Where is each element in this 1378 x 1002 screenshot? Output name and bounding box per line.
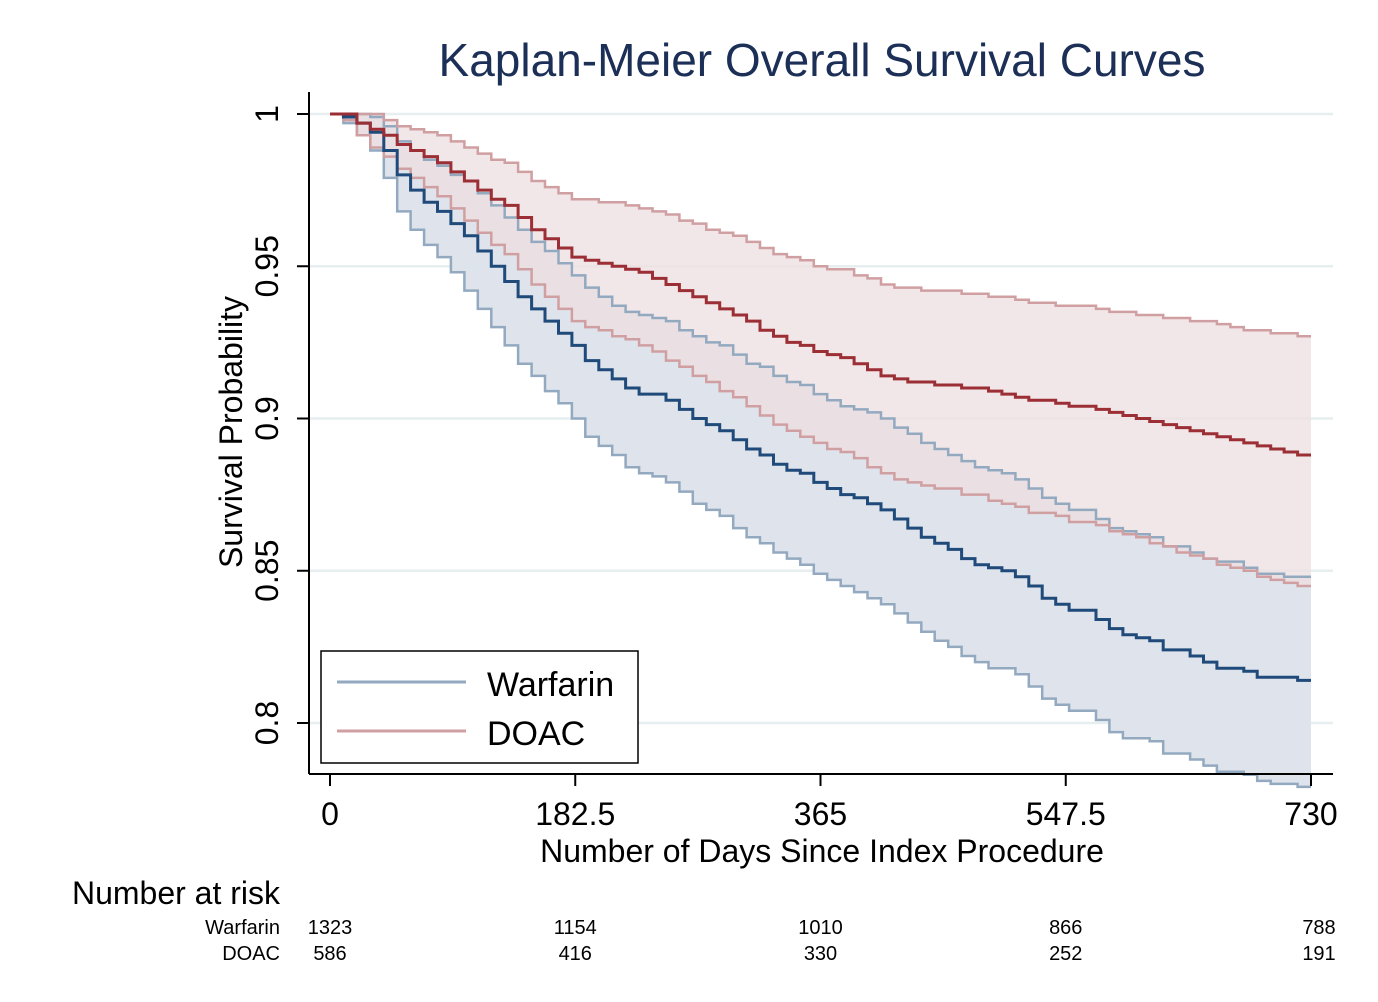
ci-lower-line-doac [330, 112, 1311, 588]
ci-lower-line-warfarin [330, 112, 1311, 789]
risk-value-doac-1: 416 [559, 943, 592, 965]
ci-upper-line-doac [330, 112, 1311, 338]
legend-label-warfarin: Warfarin [487, 666, 614, 704]
survival-line-doac [330, 112, 1311, 457]
y-tick-label-0: 0.8 [249, 701, 285, 745]
chart-title: Kaplan-Meier Overall Survival Curves [439, 34, 1206, 86]
risk-value-doac-3: 252 [1049, 943, 1082, 965]
y-tick-label-1: 0.85 [249, 540, 285, 602]
y-tick-label-4: 1 [249, 105, 285, 123]
risk-value-warfarin-4: 788 [1302, 917, 1335, 939]
x-tick-label-1: 182.5 [535, 796, 615, 832]
risk-value-warfarin-0: 1323 [308, 917, 353, 939]
axes [297, 92, 1333, 786]
y-tick-label-3: 0.95 [249, 235, 285, 297]
x-tick-label-2: 365 [794, 796, 847, 832]
risk-table: Number at risk Warfarin DOAC 1323 1154 101… [72, 875, 1336, 965]
y-tick-label-2: 0.9 [249, 396, 285, 440]
survival-lines [330, 112, 1311, 682]
legend-label-doac: DOAC [487, 715, 585, 753]
legend-box [320, 650, 639, 764]
tick-labels: 0.8 0.85 0.9 0.95 1 0 182.5 365 547.5 730 [249, 105, 1338, 832]
x-tick-label-0: 0 [321, 796, 339, 832]
x-tick-label-4: 730 [1284, 796, 1337, 832]
risk-values: 1323 1154 1010 866 788 586 416 330 252 191 [308, 917, 1336, 965]
x-tick-label-3: 547.5 [1026, 796, 1106, 832]
risk-value-doac-2: 330 [804, 943, 837, 965]
survival-line-warfarin [330, 112, 1311, 682]
risk-value-doac-0: 586 [313, 943, 346, 965]
x-axis-label: Number of Days Since Index Procedure [540, 833, 1104, 869]
y-axis-label: Survival Probability [213, 296, 249, 568]
risk-value-doac-4: 191 [1302, 943, 1335, 965]
risk-value-warfarin-3: 866 [1049, 917, 1082, 939]
risk-value-warfarin-1: 1154 [554, 917, 597, 939]
risk-table-heading: Number at risk [72, 875, 281, 911]
risk-row-label-doac: DOAC [222, 943, 280, 965]
legend: Warfarin DOAC [320, 650, 639, 764]
risk-row-label-warfarin: Warfarin [205, 917, 280, 939]
risk-value-warfarin-2: 1010 [798, 917, 843, 939]
